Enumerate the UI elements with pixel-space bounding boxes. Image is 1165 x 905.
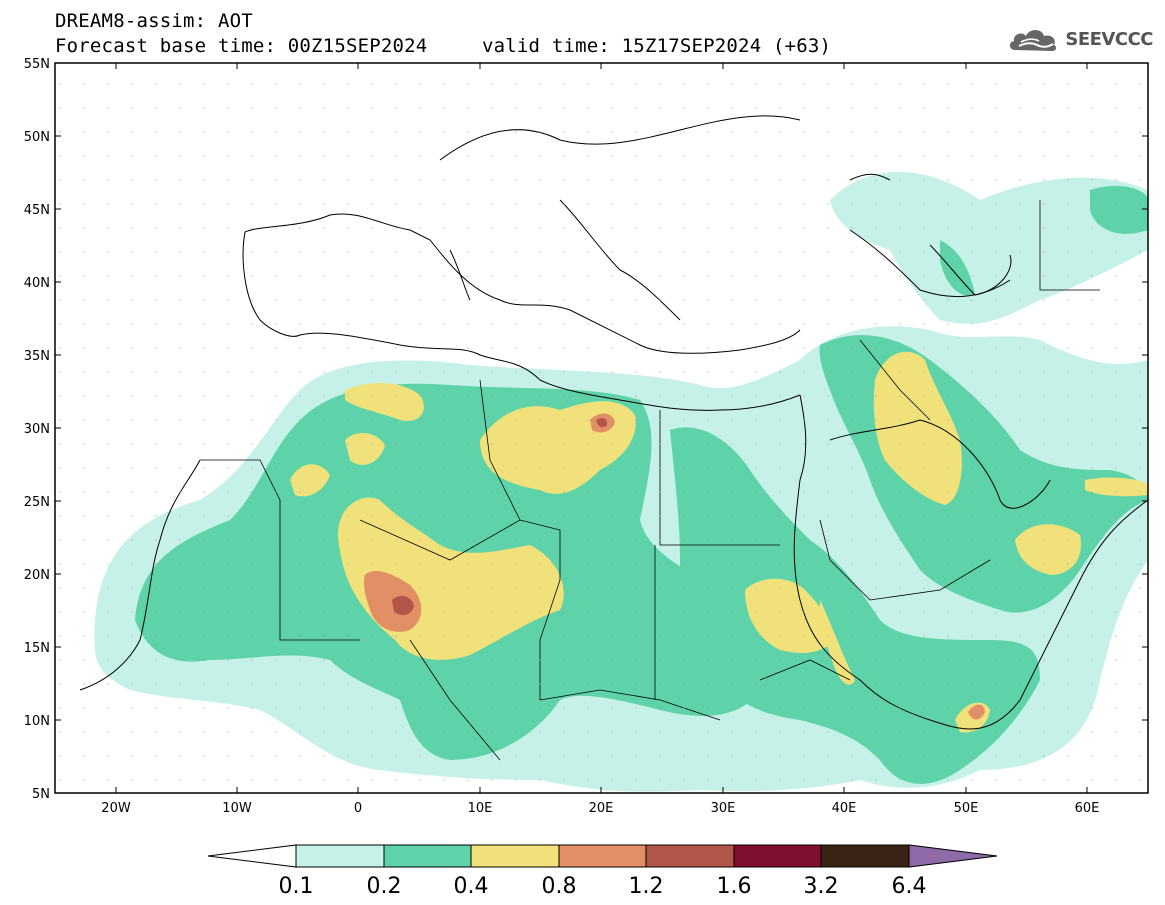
lon-label: 20W <box>101 801 131 816</box>
seevccc-logo: SEEVCCC <box>1007 24 1153 54</box>
lat-label: 25N <box>24 495 50 510</box>
lon-label: 10E <box>468 801 493 816</box>
colorbar-label: 1.2 <box>629 874 664 899</box>
colorbar-high-arrow <box>908 844 998 868</box>
colorbar-swatch <box>820 844 910 868</box>
colorbar-swatch <box>645 844 735 868</box>
lon-label: 50E <box>954 801 979 816</box>
map-title: DREAM8-assim: AOT <box>55 10 253 32</box>
colorbar-label: 0.4 <box>454 874 489 899</box>
forecast-base-time: Forecast base time: 00Z15SEP2024 <box>55 35 428 57</box>
lat-label: 30N <box>24 422 50 437</box>
lon-label: 0 <box>354 801 362 816</box>
lon-label: 30E <box>711 801 736 816</box>
lat-label: 55N <box>24 57 50 72</box>
colorbar-label: 0.1 <box>279 874 314 899</box>
colorbar-label: 0.2 <box>367 874 402 899</box>
colorbar-swatch <box>558 844 647 868</box>
lat-label: 40N <box>24 276 50 291</box>
lon-label: 60E <box>1075 801 1100 816</box>
lat-label: 35N <box>24 349 50 364</box>
colorbar-swatch <box>383 844 472 868</box>
cloud-icon <box>1010 30 1057 51</box>
lat-label: 50N <box>24 130 50 145</box>
logo-label: SEEVCCC <box>1065 28 1153 50</box>
lat-label: 5N <box>32 787 50 802</box>
colorbar-swatch <box>470 844 560 868</box>
colorbar-swatch <box>295 844 385 868</box>
lon-label: 40E <box>832 801 857 816</box>
lon-label: 10W <box>222 801 252 816</box>
colorbar-label: 0.8 <box>542 874 577 899</box>
valid-time: valid time: 15Z17SEP2024 (+63) <box>482 35 832 57</box>
colorbar <box>207 844 998 868</box>
lat-label: 20N <box>24 568 50 583</box>
colorbar-label: 1.6 <box>717 874 752 899</box>
colorbar-swatch <box>733 844 822 868</box>
lat-label: 45N <box>24 203 50 218</box>
lat-label: 15N <box>24 641 50 656</box>
colorbar-label: 3.2 <box>804 874 839 899</box>
colorbar-label: 6.4 <box>892 874 927 899</box>
colorbar-low-arrow <box>207 844 297 868</box>
lon-label: 20E <box>589 801 614 816</box>
lat-label: 10N <box>24 714 50 729</box>
